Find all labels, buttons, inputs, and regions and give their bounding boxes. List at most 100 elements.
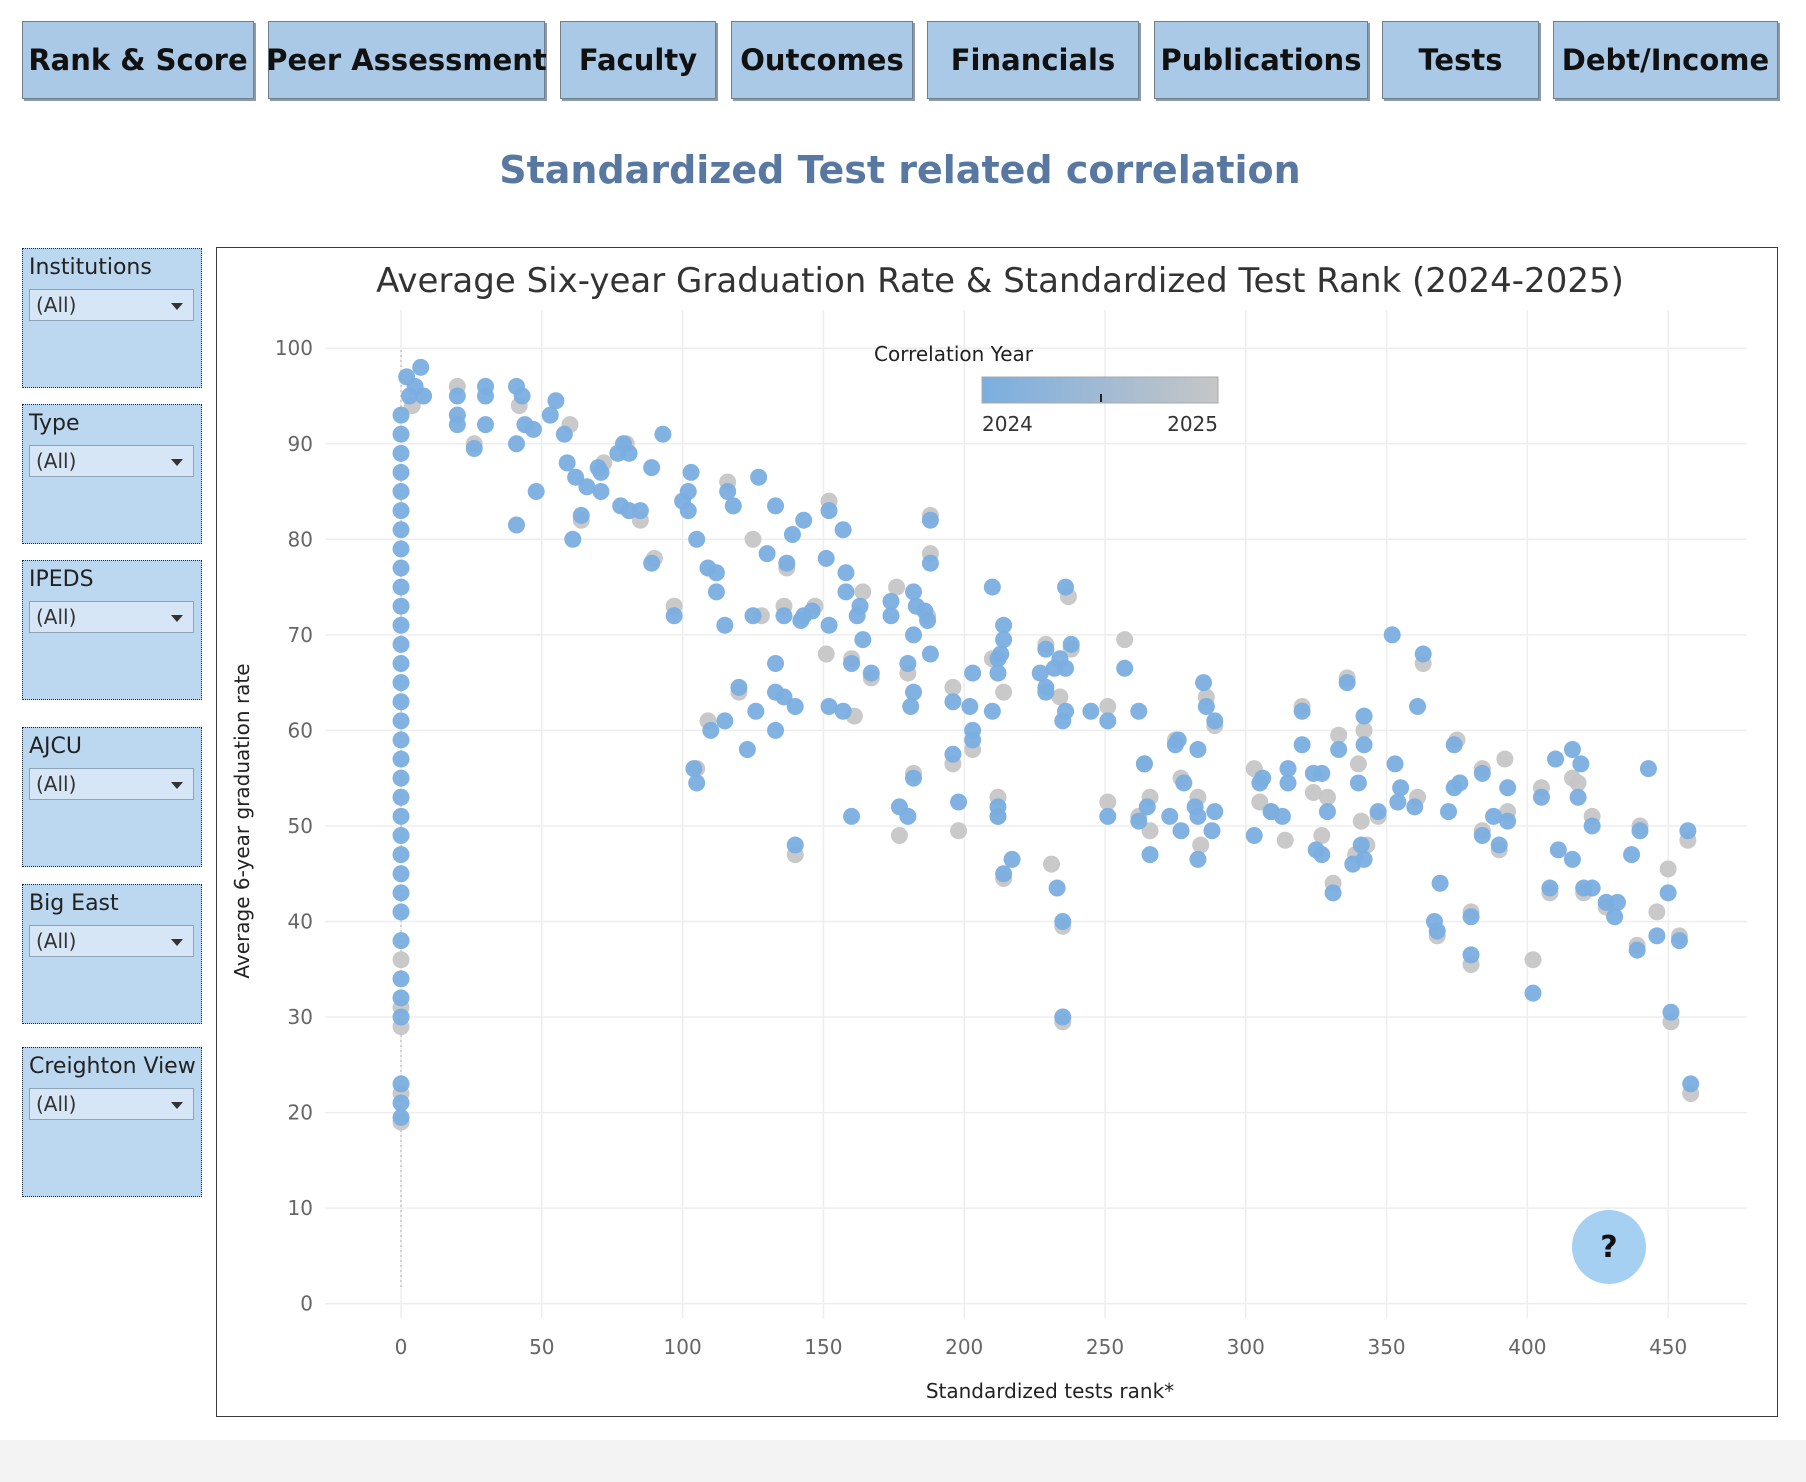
scatter-point-2024[interactable]	[1189, 850, 1207, 868]
scatter-point-2024[interactable]	[944, 693, 962, 711]
scatter-point-2024[interactable]	[995, 616, 1013, 634]
scatter-point-2024[interactable]	[541, 406, 559, 424]
scatter-point-2024[interactable]	[392, 483, 410, 501]
scatter-point-2024[interactable]	[1169, 731, 1187, 749]
scatter-point-2024[interactable]	[882, 607, 900, 625]
scatter-point-2025[interactable]	[944, 678, 962, 696]
scatter-point-2024[interactable]	[1549, 841, 1567, 859]
scatter-point-2024[interactable]	[392, 989, 410, 1007]
scatter-point-2024[interactable]	[950, 793, 968, 811]
scatter-point-2024[interactable]	[1195, 674, 1213, 692]
scatter-point-2024[interactable]	[905, 683, 923, 701]
scatter-point-2024[interactable]	[1172, 822, 1190, 840]
scatter-point-2024[interactable]	[1451, 774, 1469, 792]
scatter-point-2025[interactable]	[1352, 812, 1370, 830]
type-dropdown[interactable]: (All)	[29, 445, 194, 477]
scatter-point-2024[interactable]	[783, 526, 801, 544]
tab-debt-income[interactable]: Debt/Income	[1553, 21, 1778, 99]
scatter-point-2024[interactable]	[412, 358, 430, 376]
scatter-point-2024[interactable]	[392, 788, 410, 806]
scatter-point-2024[interactable]	[392, 616, 410, 634]
scatter-point-2024[interactable]	[775, 607, 793, 625]
scatter-point-2024[interactable]	[392, 406, 410, 424]
scatter-point-2024[interactable]	[1082, 702, 1100, 720]
scatter-point-2024[interactable]	[392, 463, 410, 481]
scatter-point-2024[interactable]	[1293, 736, 1311, 754]
scatter-point-2024[interactable]	[643, 554, 661, 572]
scatter-point-2024[interactable]	[1386, 755, 1404, 773]
scatter-point-2024[interactable]	[1631, 822, 1649, 840]
scatter-point-2024[interactable]	[392, 674, 410, 692]
scatter-point-2025[interactable]	[1355, 721, 1373, 739]
scatter-point-2024[interactable]	[1273, 807, 1291, 825]
scatter-point-2024[interactable]	[1031, 664, 1049, 682]
scatter-point-2024[interactable]	[1048, 879, 1066, 897]
scatter-point-2024[interactable]	[1639, 760, 1657, 778]
scatter-point-2024[interactable]	[392, 846, 410, 864]
scatter-point-2024[interactable]	[1409, 698, 1427, 716]
scatter-point-2024[interactable]	[1338, 674, 1356, 692]
scatter-point-2025[interactable]	[1192, 836, 1210, 854]
scatter-point-2024[interactable]	[1440, 803, 1458, 821]
scatter-point-2024[interactable]	[964, 664, 982, 682]
scatter-point-2024[interactable]	[392, 1008, 410, 1026]
scatter-point-2025[interactable]	[854, 583, 872, 601]
scatter-point-2024[interactable]	[1608, 893, 1626, 911]
scatter-point-2024[interactable]	[685, 760, 703, 778]
scatter-point-2024[interactable]	[392, 559, 410, 577]
scatter-point-2024[interactable]	[643, 459, 661, 477]
scatter-point-2025[interactable]	[1569, 774, 1587, 792]
tab-outcomes[interactable]: Outcomes	[731, 21, 913, 99]
scatter-point-2025[interactable]	[744, 530, 762, 548]
scatter-point-2024[interactable]	[738, 741, 756, 759]
scatter-point-2024[interactable]	[620, 444, 638, 462]
scatter-point-2024[interactable]	[527, 483, 545, 501]
scatter-point-2024[interactable]	[415, 387, 433, 405]
scatter-point-2024[interactable]	[778, 554, 796, 572]
scatter-point-2024[interactable]	[919, 612, 937, 630]
scatter-point-2024[interactable]	[834, 702, 852, 720]
scatter-point-2024[interactable]	[1473, 764, 1491, 782]
scatter-point-2025[interactable]	[1116, 631, 1134, 649]
scatter-point-2025[interactable]	[1496, 750, 1514, 768]
tab-rank-score[interactable]: Rank & Score	[22, 21, 254, 99]
scatter-point-2024[interactable]	[1161, 807, 1179, 825]
scatter-point-2024[interactable]	[702, 721, 720, 739]
scatter-point-2024[interactable]	[1203, 822, 1221, 840]
scatter-point-2024[interactable]	[1682, 1075, 1700, 1093]
scatter-point-2024[interactable]	[1541, 879, 1559, 897]
scatter-point-2024[interactable]	[1524, 984, 1542, 1002]
tab-publications[interactable]: Publications	[1154, 21, 1368, 99]
scatter-point-2024[interactable]	[1355, 736, 1373, 754]
scatter-point-2024[interactable]	[1662, 1003, 1680, 1021]
scatter-point-2024[interactable]	[513, 387, 531, 405]
institutions-dropdown[interactable]: (All)	[29, 289, 194, 321]
scatter-point-2024[interactable]	[1003, 850, 1021, 868]
scatter-point-2024[interactable]	[392, 1108, 410, 1126]
scatter-point-2024[interactable]	[392, 444, 410, 462]
scatter-point-2024[interactable]	[1485, 807, 1503, 825]
scatter-point-2024[interactable]	[905, 769, 923, 787]
scatter-point-2024[interactable]	[899, 655, 917, 673]
scatter-point-2024[interactable]	[795, 511, 813, 529]
tab-tests[interactable]: Tests	[1382, 21, 1539, 99]
scatter-point-2024[interactable]	[1606, 908, 1624, 926]
scatter-point-2024[interactable]	[1062, 635, 1080, 653]
scatter-point-2025[interactable]	[995, 683, 1013, 701]
scatter-point-2024[interactable]	[1490, 836, 1508, 854]
scatter-point-2025[interactable]	[1276, 831, 1294, 849]
scatter-point-2024[interactable]	[555, 425, 573, 443]
scatter-point-2024[interactable]	[1116, 659, 1134, 677]
scatter-point-2024[interactable]	[851, 597, 869, 615]
scatter-point-2024[interactable]	[862, 664, 880, 682]
scatter-point-2024[interactable]	[803, 602, 821, 620]
scatter-point-2024[interactable]	[392, 521, 410, 539]
scatter-point-2024[interactable]	[905, 626, 923, 644]
scatter-point-2024[interactable]	[1206, 803, 1224, 821]
scatter-point-2024[interactable]	[820, 616, 838, 634]
scatter-point-2024[interactable]	[1623, 846, 1641, 864]
scatter-point-2024[interactable]	[1138, 798, 1156, 816]
scatter-point-2024[interactable]	[392, 540, 410, 558]
scatter-point-2024[interactable]	[592, 483, 610, 501]
scatter-point-2025[interactable]	[950, 822, 968, 840]
